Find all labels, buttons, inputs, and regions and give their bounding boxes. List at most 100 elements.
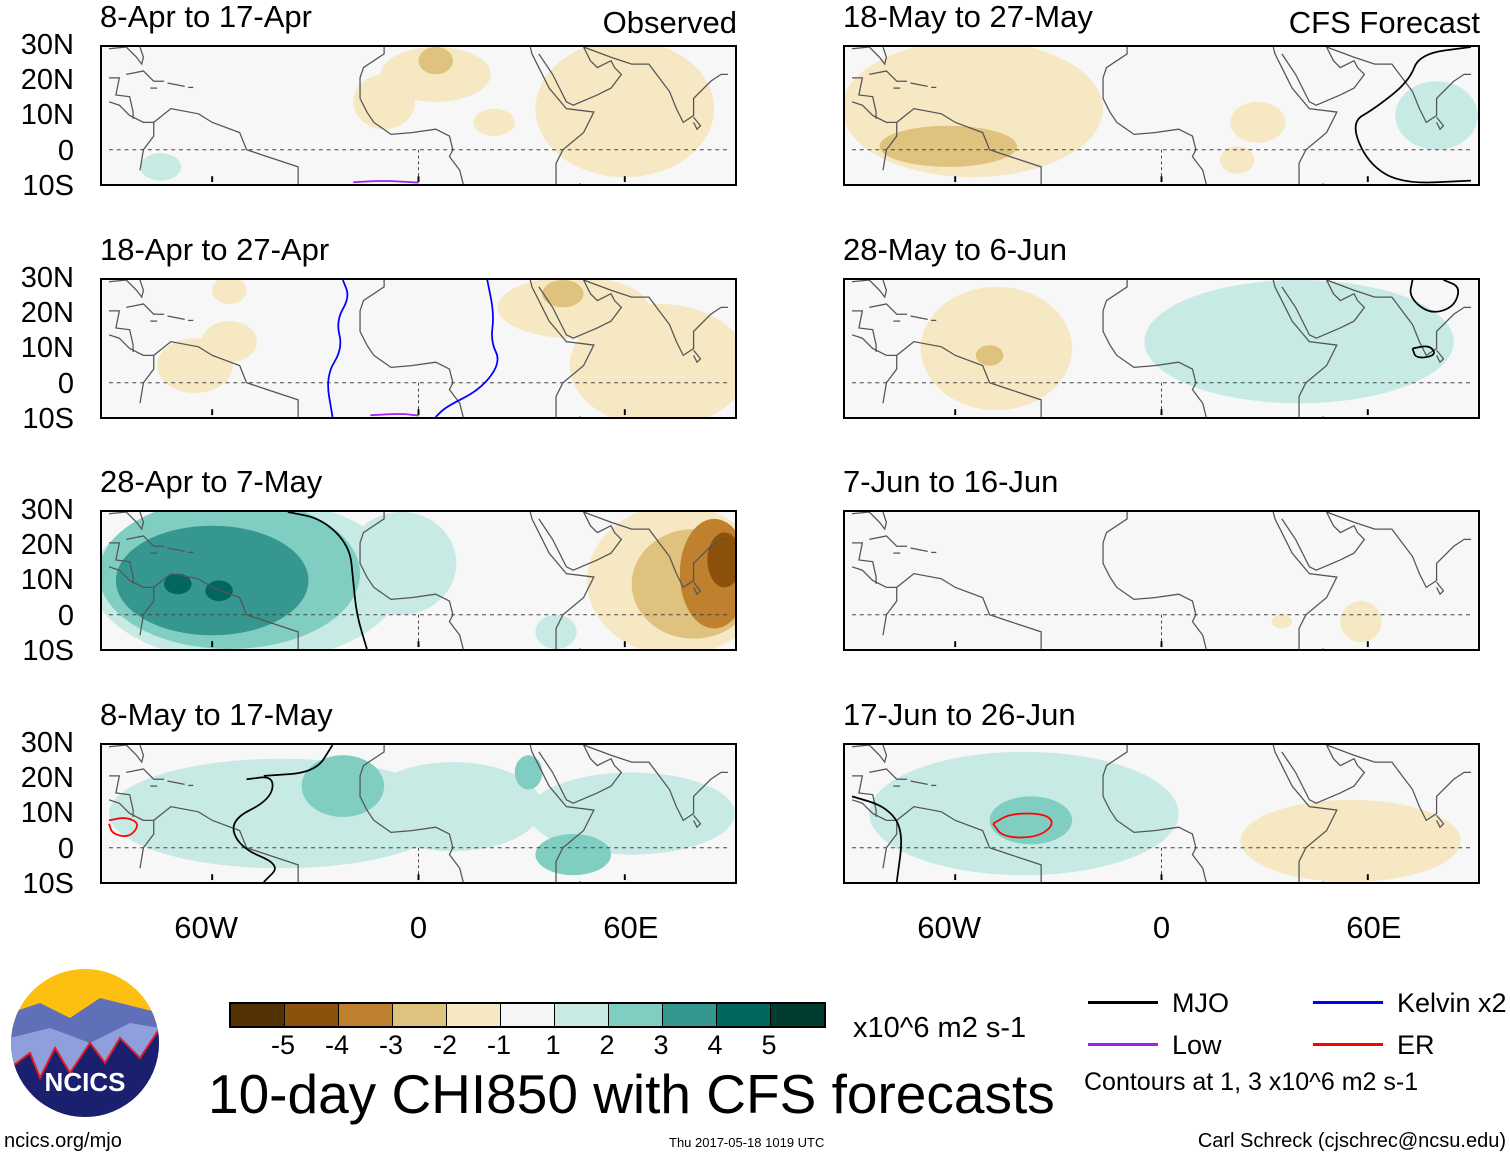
coastline (583, 512, 728, 589)
lon-tick-label: 60E (603, 910, 659, 945)
coastline (583, 745, 728, 822)
legend-line-swatch (1088, 1043, 1158, 1046)
contour-mjo (1409, 280, 1460, 313)
anomaly-shading (1340, 601, 1382, 643)
coastline (583, 280, 728, 357)
colorbar-label: -4 (324, 1030, 349, 1060)
coastline (910, 82, 928, 88)
coastline (538, 47, 623, 106)
coastline (1326, 47, 1471, 124)
coastline (693, 349, 702, 364)
contour-low (370, 413, 419, 417)
anomaly-shading (205, 580, 233, 602)
coastline (1436, 116, 1445, 131)
coastline (529, 745, 595, 882)
coastline (1436, 814, 1445, 829)
coastline (359, 512, 464, 649)
coastline (852, 775, 877, 817)
coastline (578, 416, 581, 417)
colorbar-label: 4 (707, 1030, 723, 1060)
coastline (693, 116, 702, 131)
coastline (1272, 512, 1338, 649)
coastline (139, 572, 299, 649)
coastline (1102, 512, 1207, 649)
coastline (851, 799, 897, 821)
contour-mjo (1354, 47, 1472, 184)
logo-text: NCICS (45, 1067, 126, 1097)
map-canvas (843, 45, 1480, 186)
panel-title: 18-Apr to 27-Apr (100, 232, 330, 267)
lat-tick-label: 10S (22, 169, 74, 202)
lat-tick-label: 10S (22, 402, 74, 435)
lat-tick-label: 10N (20, 797, 74, 830)
map-panel: 7-Jun to 16-Jun (843, 466, 1480, 651)
legend-line-swatch (1313, 1001, 1383, 1004)
coastline (578, 183, 581, 184)
coastline (852, 542, 877, 584)
colorbar-swatch (447, 1004, 501, 1026)
anomaly-shading (418, 47, 453, 75)
map-canvas (843, 510, 1480, 651)
coastline (108, 745, 145, 764)
contour-er (108, 817, 138, 837)
anomaly-shading (514, 755, 543, 790)
anomaly-shading (1219, 146, 1255, 174)
coastline (529, 512, 595, 649)
anomaly-shading (363, 762, 543, 852)
map-canvas (100, 743, 737, 884)
coastline (109, 77, 134, 119)
colorbar-swatch (285, 1004, 339, 1026)
coastline (910, 780, 928, 786)
coastline (910, 547, 928, 553)
coastline (578, 648, 581, 649)
footer-timestamp: Thu 2017-05-18 1019 UTC (669, 1135, 825, 1150)
map-canvas (100, 278, 737, 419)
coastline (1102, 280, 1207, 417)
anomaly-shading (301, 755, 385, 817)
colorbar-label: 1 (545, 1030, 561, 1060)
lat-tick-label: 30N (20, 262, 74, 294)
contour-mjo (851, 795, 903, 882)
map-canvas (100, 510, 737, 651)
figure-title: 10-day CHI850 with CFS forecasts (208, 1063, 1055, 1125)
lon-tick-label: 60W (917, 910, 982, 945)
coastline (852, 310, 877, 352)
coastline (359, 47, 464, 184)
coastline (538, 280, 623, 339)
anomaly-shading (1240, 799, 1461, 882)
anomaly-shading (879, 125, 1018, 167)
coastline (851, 334, 897, 356)
map-panel: 8-May to 17-May (100, 699, 737, 884)
coastline (1102, 745, 1207, 882)
anomaly-shading (115, 525, 309, 636)
lat-tick-label: 20N (20, 64, 74, 97)
coastline (108, 334, 154, 356)
coastline (1321, 416, 1324, 417)
coastline (1281, 280, 1366, 339)
coastline (869, 303, 908, 315)
colorbar-label: 5 (761, 1030, 777, 1060)
lat-tick-label: 0 (57, 832, 74, 865)
colorbar-swatch (663, 1004, 717, 1026)
coastline (167, 315, 185, 321)
coastline (1281, 47, 1366, 106)
coastline (882, 572, 1042, 649)
anomaly-shading (535, 47, 715, 178)
legend-label: MJO (1172, 988, 1229, 1018)
legend-label: Kelvin x2 (1397, 988, 1507, 1018)
coastline (167, 780, 185, 786)
anomaly-shading (473, 108, 515, 137)
anomaly-shading (139, 153, 182, 181)
coastline (109, 775, 134, 817)
coastline (882, 107, 1042, 184)
contour-mjo (232, 776, 276, 882)
contour-note: Contours at 1, 3 x10^6 m2 s-1 (1084, 1068, 1419, 1096)
contour-mjo (1411, 345, 1435, 359)
coastline (1272, 745, 1338, 882)
coastline (1272, 47, 1338, 184)
colorbar-label: -5 (270, 1030, 295, 1060)
coastline (851, 101, 897, 123)
coastline (693, 581, 702, 596)
lat-tick-label: 10N (20, 99, 74, 132)
footer-url[interactable]: ncics.org/mjo (4, 1130, 122, 1152)
